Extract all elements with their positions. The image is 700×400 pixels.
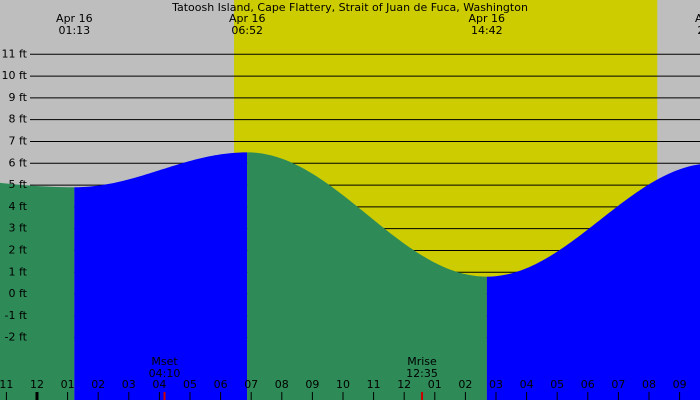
x-tick-label: 05 [550, 378, 564, 391]
x-tick-label: 12 [397, 378, 411, 391]
y-tick-label: 3 ft [9, 222, 28, 235]
moon-event-time: 04:10 [149, 367, 181, 380]
extreme-date: Apr 16 [56, 12, 93, 25]
falling-tide [0, 182, 75, 400]
rising-tide [486, 164, 700, 400]
x-tick-label: 03 [122, 378, 136, 391]
x-tick-label: 11 [367, 378, 381, 391]
x-tick-label: 01 [428, 378, 442, 391]
x-tick-label: 09 [305, 378, 319, 391]
x-tick-label: 04 [520, 378, 534, 391]
extreme-date: Apr 16 [229, 12, 266, 25]
x-tick-label: 06 [214, 378, 228, 391]
x-tick-label: 07 [611, 378, 625, 391]
y-tick-label: 6 ft [9, 156, 28, 169]
extreme-time: 01:13 [58, 24, 90, 37]
x-tick-label: 11 [0, 378, 13, 391]
x-tick-label: 05 [183, 378, 197, 391]
x-tick-label: 10 [336, 378, 350, 391]
extreme-time: 06:52 [231, 24, 263, 37]
extreme-time: 14:42 [471, 24, 503, 37]
x-tick-label: 08 [275, 378, 289, 391]
x-tick-label: 06 [581, 378, 595, 391]
x-tick-label: 12 [30, 378, 44, 391]
y-tick-label: 7 ft [9, 134, 28, 147]
extreme-date: Apr 16 [695, 12, 700, 25]
extreme-time: 22:06 [697, 24, 700, 37]
y-tick-label: 1 ft [9, 265, 28, 278]
y-tick-label: 4 ft [9, 200, 28, 213]
x-tick-label: 04 [152, 378, 166, 391]
x-tick-label: 01 [61, 378, 75, 391]
x-tick-label: 09 [673, 378, 687, 391]
extreme-date: Apr 16 [469, 12, 506, 25]
rising-tide [74, 152, 248, 400]
y-tick-label: 5 ft [9, 178, 28, 191]
moon-event-label: Mset [151, 355, 178, 368]
moon-event-label: Mrise [407, 355, 437, 368]
x-tick-label: 07 [244, 378, 258, 391]
moon-event-time: 12:35 [406, 367, 438, 380]
y-tick-label: -1 ft [5, 309, 28, 322]
x-tick-label: 02 [91, 378, 105, 391]
y-tick-label: 2 ft [9, 243, 28, 256]
x-tick-label: 02 [458, 378, 472, 391]
x-tick-label: 08 [642, 378, 656, 391]
falling-tide [247, 152, 487, 400]
y-tick-label: 11 ft [2, 47, 28, 60]
y-tick-label: 0 ft [9, 287, 28, 300]
y-tick-label: 9 ft [9, 91, 28, 104]
y-tick-label: 8 ft [9, 113, 28, 126]
y-tick-label: 10 ft [2, 69, 28, 82]
x-tick-label: 03 [489, 378, 503, 391]
chart-title: Tatoosh Island, Cape Flattery, Strait of… [171, 1, 528, 14]
y-tick-label: -2 ft [5, 331, 28, 344]
